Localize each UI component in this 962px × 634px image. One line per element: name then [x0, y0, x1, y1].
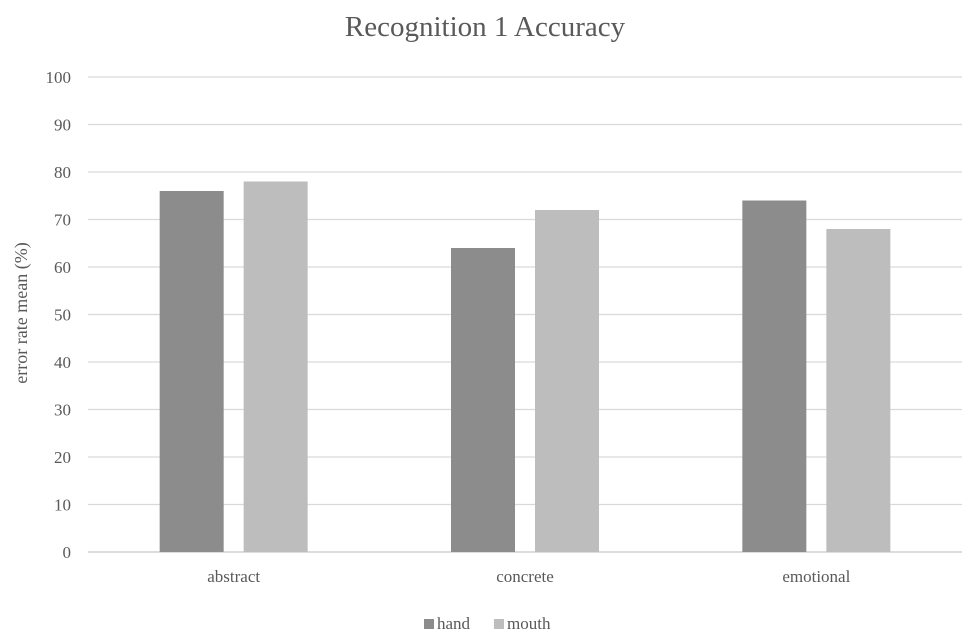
- y-tick-label: 30: [54, 401, 71, 420]
- y-tick-label: 80: [54, 163, 71, 182]
- bar-hand-emotional: [742, 200, 807, 552]
- y-tick-label: 70: [54, 211, 71, 230]
- y-tick-label: 100: [46, 68, 72, 87]
- y-tick-label: 50: [54, 306, 71, 325]
- legend-swatch-mouth: [494, 619, 504, 629]
- y-tick-label: 60: [54, 258, 71, 277]
- y-axis-label: error rate mean (%): [11, 242, 32, 383]
- x-axis-categories: abstract concrete emotional: [207, 567, 850, 586]
- bars: [159, 181, 891, 552]
- legend-label-mouth: mouth: [507, 614, 551, 633]
- y-tick-label: 90: [54, 116, 71, 135]
- bar-hand-abstract: [159, 191, 224, 552]
- chart-title: Recognition 1 Accuracy: [345, 11, 626, 43]
- y-tick-label: 20: [54, 448, 71, 467]
- bar-mouth-concrete: [535, 210, 599, 552]
- legend-label-hand: hand: [437, 614, 471, 633]
- y-axis-ticks: 0 10 20 30 40 50 60 70 80 90 100: [46, 68, 72, 562]
- bar-mouth-abstract: [243, 181, 308, 552]
- gridlines: [88, 76, 962, 553]
- bar-hand-concrete: [451, 248, 515, 552]
- legend: hand mouth: [424, 614, 551, 633]
- x-category-label: concrete: [496, 567, 554, 586]
- y-tick-label: 40: [54, 353, 71, 372]
- bar-mouth-emotional: [826, 229, 891, 552]
- x-category-label: emotional: [782, 567, 850, 586]
- y-tick-label: 0: [63, 543, 72, 562]
- x-category-label: abstract: [207, 567, 260, 586]
- y-tick-label: 10: [54, 496, 71, 515]
- legend-swatch-hand: [424, 619, 434, 629]
